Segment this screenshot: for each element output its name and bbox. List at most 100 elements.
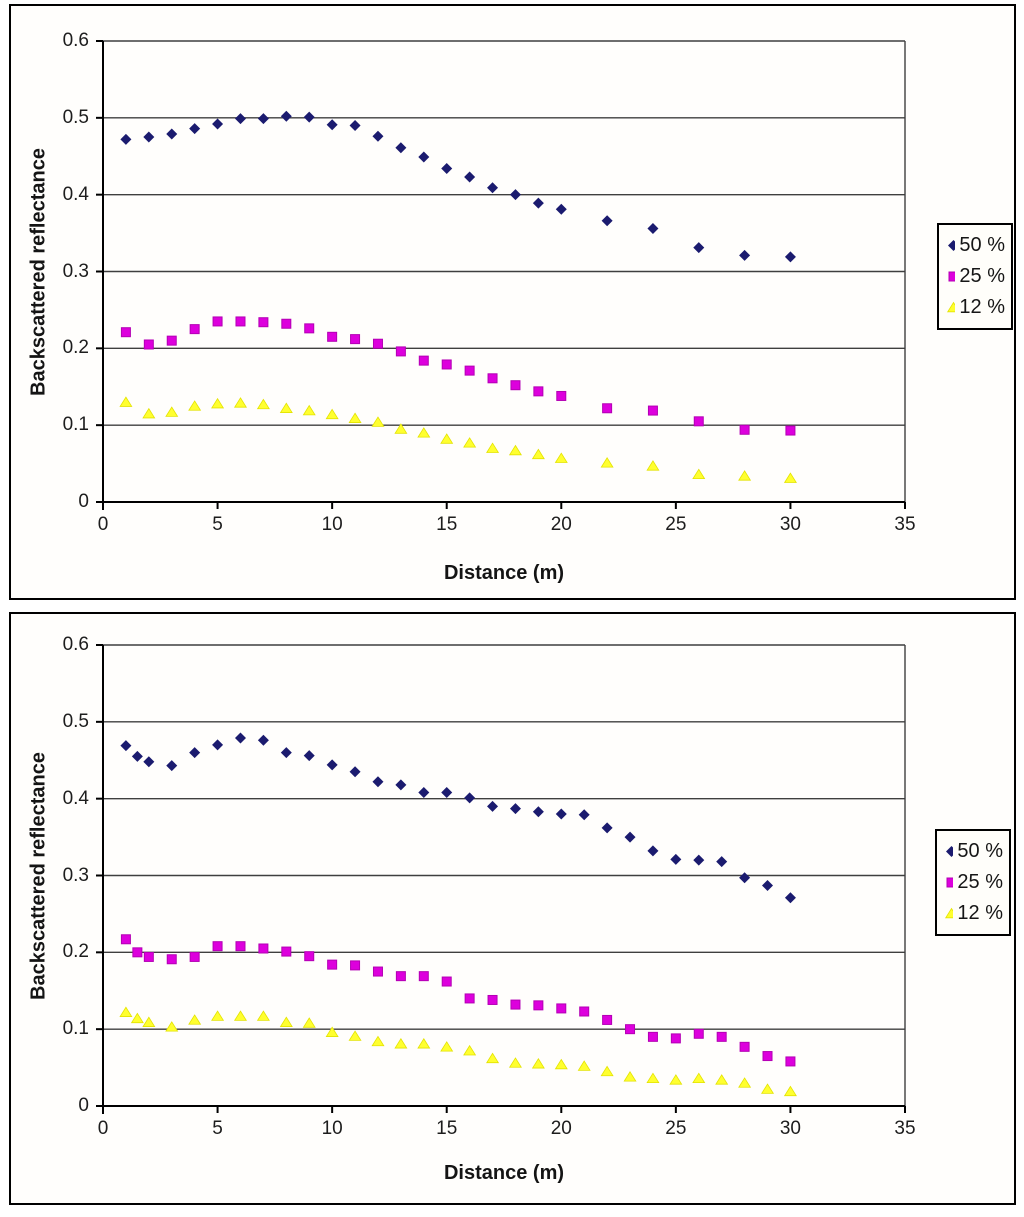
- data-point-marker: [440, 433, 454, 444]
- legend: 50 % 25 % 12 %: [935, 829, 1011, 936]
- data-point-marker: [670, 1033, 681, 1044]
- data-point-marker: [166, 335, 177, 346]
- x-tick-label: 5: [212, 1118, 223, 1139]
- data-point-marker: [463, 1044, 477, 1056]
- data-point-marker: [166, 954, 177, 965]
- data-point-marker: [327, 959, 338, 970]
- data-point-marker: [646, 1072, 660, 1084]
- y-tick-label: 0.1: [62, 1018, 89, 1040]
- data-point-marker: [578, 809, 590, 821]
- data-point-marker: [463, 437, 477, 448]
- data-point-marker: [131, 750, 143, 762]
- data-point-marker: [304, 323, 315, 334]
- data-point-marker: [325, 408, 339, 420]
- data-point-marker: [258, 943, 269, 954]
- data-point-marker: [395, 346, 406, 357]
- data-point-marker: [532, 806, 544, 818]
- data-point-marker: [785, 1056, 796, 1067]
- data-point-marker: [165, 1021, 179, 1032]
- data-point-marker: [348, 1030, 362, 1041]
- x-tick-label: 35: [894, 1118, 916, 1139]
- x-tick-label: 20: [550, 514, 572, 535]
- data-point-marker: [487, 800, 499, 812]
- data-point-marker: [281, 946, 292, 957]
- data-point-marker: [142, 1016, 156, 1027]
- data-point-marker: [464, 171, 476, 183]
- data-point-marker: [441, 976, 452, 987]
- data-point-marker: [555, 203, 567, 215]
- data-point-marker: [487, 182, 499, 194]
- data-point-marker: [132, 947, 143, 958]
- data-point-marker: [257, 113, 269, 125]
- data-point-marker: [189, 324, 200, 335]
- legend-triangle-icon: [944, 907, 954, 919]
- data-point-marker: [235, 316, 246, 327]
- data-point-marker: [784, 892, 796, 904]
- data-point-marker: [211, 397, 225, 409]
- y-tick-label: 0.3: [62, 864, 89, 886]
- data-point-marker: [464, 792, 476, 804]
- legend: 50 % 25 % 12 %: [937, 223, 1013, 330]
- data-point-marker: [670, 853, 682, 865]
- data-point-marker: [143, 951, 154, 962]
- chart-panel-bottom: Backscattered reflectance Distance (m) 0…: [9, 612, 1016, 1205]
- x-axis-title: Distance (m): [443, 562, 565, 584]
- data-point-marker: [760, 1083, 775, 1094]
- y-tick-label: 0.3: [62, 260, 89, 282]
- data-point-marker: [350, 334, 361, 345]
- legend-label: 50 %: [957, 840, 1003, 862]
- data-point-marker: [143, 756, 155, 768]
- data-point-marker: [693, 242, 705, 254]
- data-point-marker: [325, 1026, 339, 1037]
- data-point-marker: [532, 197, 544, 209]
- data-point-marker: [739, 872, 751, 884]
- data-point-marker: [120, 327, 131, 338]
- x-tick-label: 30: [779, 514, 801, 535]
- data-point-marker: [395, 779, 407, 791]
- data-point-marker: [692, 1072, 706, 1084]
- data-point-marker: [256, 398, 270, 410]
- data-point-marker: [303, 111, 315, 123]
- data-point-marker: [418, 787, 430, 799]
- legend-triangle-icon: [946, 301, 956, 313]
- data-point-marker: [279, 1016, 293, 1027]
- data-point-marker: [233, 397, 248, 408]
- x-tick-label: 10: [321, 514, 343, 535]
- data-point-marker: [235, 941, 246, 952]
- legend-item: 12 %: [946, 292, 1005, 323]
- data-point-marker: [256, 1010, 270, 1021]
- data-point-marker: [785, 425, 796, 436]
- data-point-marker: [487, 994, 498, 1005]
- data-point-marker: [647, 1031, 658, 1042]
- data-point-marker: [143, 131, 155, 143]
- triangle-marker-icon: [944, 907, 954, 919]
- data-point-marker: [119, 1006, 133, 1017]
- data-point-marker: [418, 151, 430, 163]
- data-point-marker: [303, 750, 315, 762]
- data-point-marker: [119, 396, 133, 407]
- x-tick-label: 25: [665, 514, 687, 535]
- data-point-marker: [486, 442, 500, 453]
- data-point-marker: [349, 120, 361, 132]
- data-point-marker: [189, 747, 201, 759]
- x-axis-title: Distance (m): [443, 1162, 565, 1184]
- data-point-marker: [395, 142, 407, 154]
- data-point-marker: [417, 1038, 431, 1049]
- x-tick-label: 30: [779, 1118, 801, 1139]
- data-point-marker: [188, 400, 202, 411]
- data-point-marker: [783, 1085, 797, 1097]
- data-point-marker: [486, 1052, 500, 1064]
- data-point-marker: [234, 113, 246, 125]
- data-point-marker: [577, 1060, 591, 1071]
- data-point-marker: [533, 386, 544, 397]
- y-tick-label: 0.2: [62, 941, 89, 963]
- data-point-marker: [371, 1035, 385, 1047]
- x-tick-label: 15: [436, 514, 458, 535]
- data-point-marker: [233, 1010, 248, 1021]
- data-point-marker: [692, 468, 706, 480]
- data-point-marker: [715, 1074, 729, 1085]
- y-tick-label: 0.6: [62, 634, 89, 655]
- x-tick-label: 5: [212, 514, 223, 535]
- data-point-marker: [188, 1014, 202, 1025]
- data-point-marker: [602, 1014, 613, 1025]
